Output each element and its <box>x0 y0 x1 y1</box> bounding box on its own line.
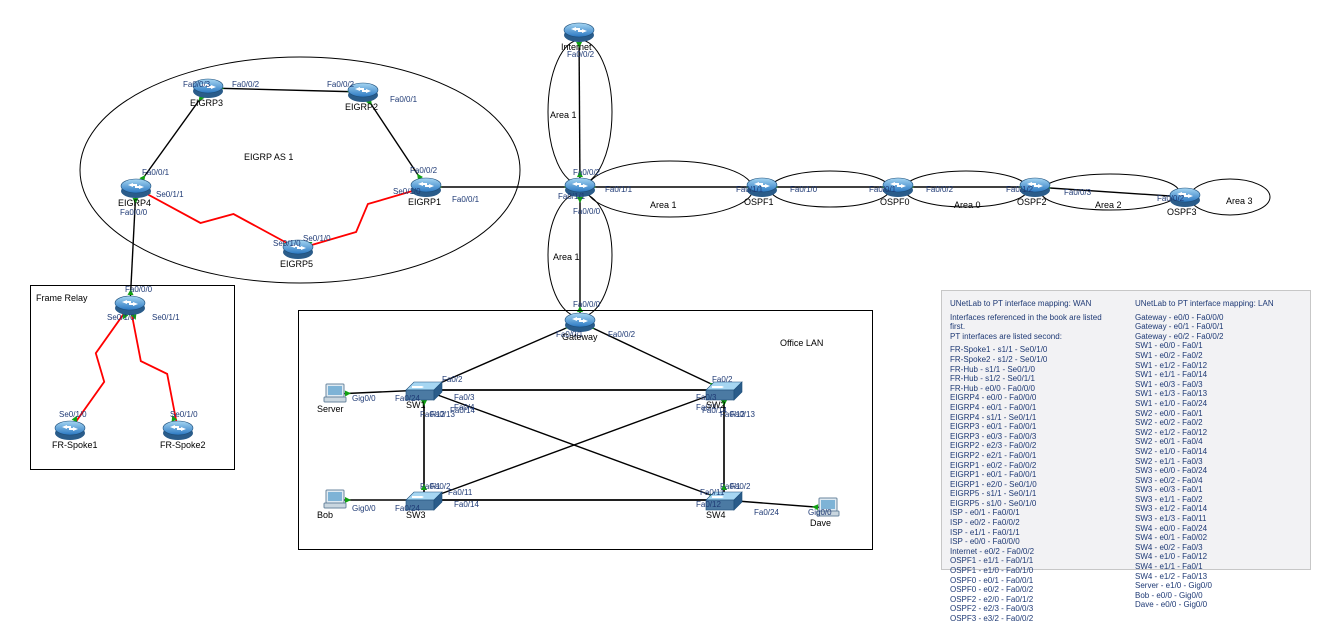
mapping-row: ISP - e0/0 - Fa0/0/0 <box>950 537 1117 547</box>
mapping-row: OSPF2 - e2/3 - Fa0/0/3 <box>950 604 1117 614</box>
mapping-row: ISP - e0/1 - Fa0/0/1 <box>950 508 1117 518</box>
mapping-row: EIGRP1 - e2/0 - Se0/1/0 <box>950 480 1117 490</box>
mapping-row: SW3 - e1/1 - Fa0/2 <box>1135 495 1302 505</box>
mapping-row: SW1 - e0/0 - Fa0/1 <box>1135 341 1302 351</box>
mapping-row: SW4 - e1/0 - Fa0/12 <box>1135 552 1302 562</box>
mapping-row: EIGRP1 - e0/2 - Fa0/0/2 <box>950 461 1117 471</box>
mapping-row: SW4 - e0/0 - Fa0/24 <box>1135 524 1302 534</box>
mapping-row: Gateway - e0/0 - Fa0/0/0 <box>1135 313 1302 323</box>
mapping-row: OSPF0 - e0/1 - Fa0/0/1 <box>950 576 1117 586</box>
mapping-row: SW2 - e0/2 - Fa0/2 <box>1135 418 1302 428</box>
mapping-row: EIGRP3 - e0/3 - Fa0/0/3 <box>950 432 1117 442</box>
mapping-row: SW4 - e1/1 - Fa0/1 <box>1135 562 1302 572</box>
mapping-row: SW3 - e1/3 - Fa0/11 <box>1135 514 1302 524</box>
mapping-lan-col: UNetLab to PT interface mapping: LAN Gat… <box>1135 299 1302 561</box>
mapping-row: SW3 - e1/2 - Fa0/14 <box>1135 504 1302 514</box>
mapping-row: SW2 - e1/1 - Fa0/3 <box>1135 457 1302 467</box>
interface-mapping-box: UNetLab to PT interface mapping: WAN Int… <box>941 290 1311 570</box>
mapping-row: SW1 - e1/3 - Fa0/13 <box>1135 389 1302 399</box>
mapping-row: EIGRP4 - e0/1 - Fa0/0/1 <box>950 403 1117 413</box>
mapping-row: Dave - e0/0 - Gig0/0 <box>1135 600 1302 610</box>
mapping-row: FR-Hub - e0/0 - Fa0/0/0 <box>950 384 1117 394</box>
mapping-wan-title: UNetLab to PT interface mapping: WAN <box>950 299 1117 309</box>
mapping-row: SW1 - e0/2 - Fa0/2 <box>1135 351 1302 361</box>
mapping-row: SW3 - e0/0 - Fa0/24 <box>1135 466 1302 476</box>
mapping-lan-list: Gateway - e0/0 - Fa0/0/0Gateway - e0/1 -… <box>1135 313 1302 610</box>
mapping-row: SW2 - e0/0 - Fa0/1 <box>1135 409 1302 419</box>
mapping-row: SW4 - e0/2 - Fa0/3 <box>1135 543 1302 553</box>
mapping-row: FR-Spoke2 - s1/2 - Se0/1/0 <box>950 355 1117 365</box>
mapping-row: FR-Spoke1 - s1/1 - Se0/1/0 <box>950 345 1117 355</box>
mapping-lan-title: UNetLab to PT interface mapping: LAN <box>1135 299 1302 309</box>
mapping-row: EIGRP5 - s1/0 - Se0/1/0 <box>950 499 1117 509</box>
mapping-row: SW4 - e0/1 - Fa0/02 <box>1135 533 1302 543</box>
mapping-row: ISP - e1/1 - Fa0/1/1 <box>950 528 1117 538</box>
mapping-row: OSPF0 - e0/2 - Fa0/0/2 <box>950 585 1117 595</box>
mapping-row: SW2 - e0/1 - Fa0/4 <box>1135 437 1302 447</box>
mapping-row: EIGRP5 - s1/1 - Se0/1/1 <box>950 489 1117 499</box>
mapping-row: EIGRP2 - e2/1 - Fa0/0/1 <box>950 451 1117 461</box>
mapping-row: SW3 - e0/3 - Fa0/1 <box>1135 485 1302 495</box>
mapping-row: SW1 - e1/2 - Fa0/12 <box>1135 361 1302 371</box>
mapping-row: Gateway - e0/2 - Fa0/0/2 <box>1135 332 1302 342</box>
mapping-row: EIGRP3 - e0/1 - Fa0/0/1 <box>950 422 1117 432</box>
mapping-row: EIGRP2 - e2/3 - Fa0/0/2 <box>950 441 1117 451</box>
mapping-row: SW1 - e0/3 - Fa0/3 <box>1135 380 1302 390</box>
mapping-row: OSPF3 - e3/2 - Fa0/0/2 <box>950 614 1117 624</box>
mapping-row: FR-Hub - s1/2 - Se0/1/1 <box>950 374 1117 384</box>
mapping-row: Bob - e0/0 - Gig0/0 <box>1135 591 1302 601</box>
mapping-row: OSPF1 - e1/1 - Fa0/1/1 <box>950 556 1117 566</box>
mapping-row: SW2 - e1/0 - Fa0/14 <box>1135 447 1302 457</box>
router-icon[interactable] <box>564 23 594 42</box>
mapping-row: EIGRP4 - e0/0 - Fa0/0/0 <box>950 393 1117 403</box>
router-icon[interactable] <box>121 179 151 198</box>
mapping-row: Gateway - e0/1 - Fa0/0/1 <box>1135 322 1302 332</box>
mapping-row: EIGRP4 - s1/1 - Se0/1/1 <box>950 413 1117 423</box>
mapping-row: EIGRP1 - e0/1 - Fa0/0/1 <box>950 470 1117 480</box>
mapping-wan-col: UNetLab to PT interface mapping: WAN Int… <box>950 299 1117 561</box>
mapping-row: OSPF1 - e1/0 - Fa0/1/0 <box>950 566 1117 576</box>
mapping-row: FR-Hub - s1/1 - Se0/1/0 <box>950 365 1117 375</box>
mapping-subtitle: Interfaces referenced in the book are li… <box>950 313 1117 342</box>
mapping-row: OSPF2 - e2/0 - Fa0/1/2 <box>950 595 1117 605</box>
mapping-row: SW1 - e1/1 - Fa0/14 <box>1135 370 1302 380</box>
mapping-row: ISP - e0/2 - Fa0/0/2 <box>950 518 1117 528</box>
mapping-row: Server - e1/0 - Gig0/0 <box>1135 581 1302 591</box>
mapping-wan-list: FR-Spoke1 - s1/1 - Se0/1/0FR-Spoke2 - s1… <box>950 345 1117 623</box>
mapping-row: Internet - e0/2 - Fa0/0/2 <box>950 547 1117 557</box>
mapping-row: SW2 - e1/2 - Fa0/12 <box>1135 428 1302 438</box>
mapping-row: SW3 - e0/2 - Fa0/4 <box>1135 476 1302 486</box>
mapping-row: SW1 - e1/0 - Fa0/24 <box>1135 399 1302 409</box>
